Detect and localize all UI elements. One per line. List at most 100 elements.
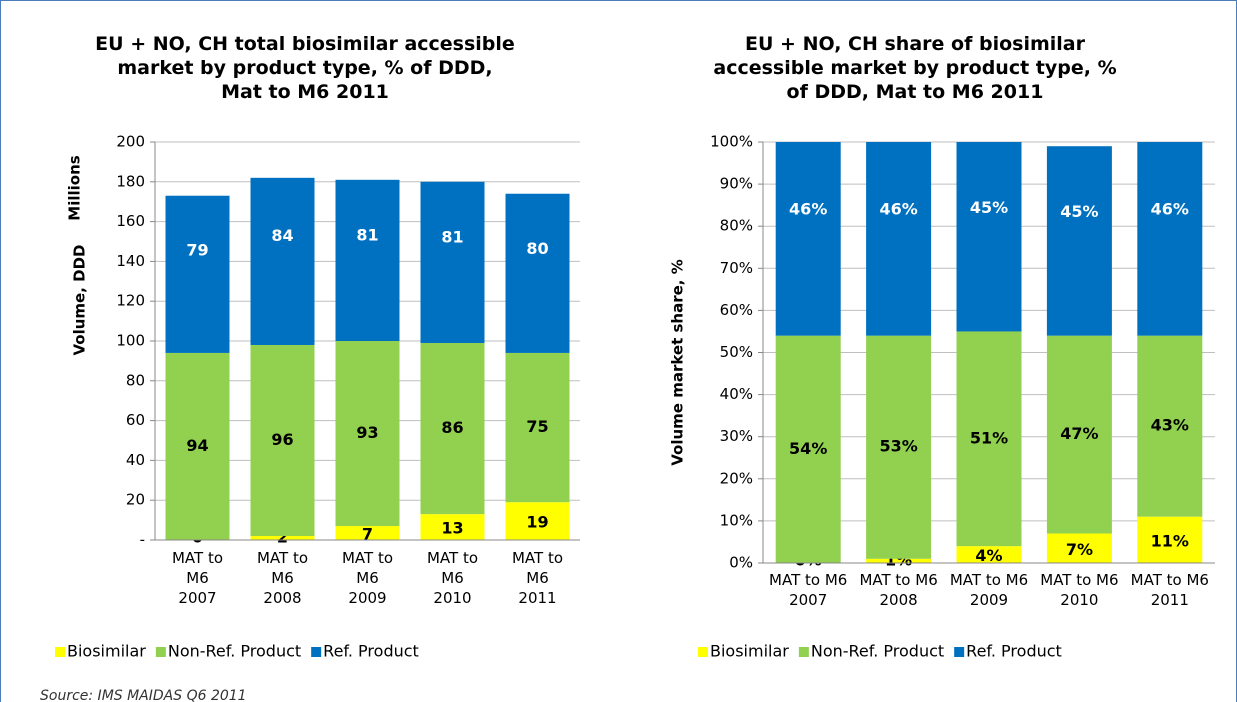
bar-segment [165,352,230,540]
y-tick-label: 50% [720,343,753,361]
y-tick-label: 200 [116,133,145,151]
y-tick-label: 140 [116,252,145,270]
bar-segment [1137,335,1203,517]
data-label: 11% [1151,531,1189,550]
legend-label: Ref. Product [323,642,419,661]
bar-segment [165,195,230,353]
x-tick-label: MAT to M6 2007 [171,549,224,607]
x-tick-label: MAT to M6 2007 [769,571,848,609]
data-label: 93 [356,423,378,442]
bar-segment [775,335,841,563]
data-label: 81 [356,226,378,245]
bar-segment [505,352,570,503]
x-tick-label: MAT to M6 2008 [859,571,938,609]
legend-swatch [311,647,322,657]
y-tick-label: 100 [116,332,145,350]
x-tick-label: MAT to M6 2011 [1130,571,1209,609]
data-label: 13 [441,519,463,538]
bar-segment [250,177,315,345]
y-tick-label: 20 [126,491,145,509]
data-label: 84 [271,226,293,245]
legend-label: Non-Ref. Product [168,642,301,661]
bar-segment [335,179,400,341]
x-tick-label: MAT to M6 2008 [256,549,309,607]
y-tick-label: 0% [729,554,753,572]
y-axis-unit: Millions [66,155,84,220]
legend-swatch [698,647,708,657]
x-tick-label: MAT to M6 2011 [511,549,564,607]
bar-segment [250,344,315,537]
source: Source: IMS MAIDAS Q6 2011 [40,688,247,702]
x-tick-label: MAT to M6 2009 [949,571,1029,609]
x-tick-label: MAT to M6 2010 [426,549,479,607]
data-label: 4% [975,546,1002,565]
chart-title: EU + NO, CH total biosimilar accessible … [95,33,515,103]
data-label: 53% [879,437,917,456]
y-tick-label: 60 [126,411,145,429]
data-label: 79 [186,240,208,259]
bar-segment [1137,516,1203,563]
y-axis-label: Volume, DDD [71,245,89,356]
y-tick-label: 40% [720,385,753,403]
x-tick-label: MAT to M6 2009 [341,549,394,607]
data-label: 46% [879,199,917,218]
y-tick-label: 60% [720,301,753,319]
data-label: 96 [271,430,293,449]
bar-segment [1046,146,1112,336]
bar-segment [866,142,932,336]
legend-label: Non-Ref. Product [811,642,944,661]
chart-title: EU + NO, CH share of biosimilar accessib… [713,33,1117,103]
legend-label: Biosimilar [67,642,146,661]
y-tick-label: 30% [720,427,753,445]
bar-segment [1046,335,1112,534]
y-tick-label: 120 [116,292,145,310]
bar-segment [956,546,1022,563]
data-label: 45% [1060,202,1098,221]
data-label: 54% [789,439,827,458]
bar-segment [505,193,570,353]
legend-swatch [155,647,166,657]
bar-segment [956,142,1022,332]
y-tick-label: 100% [710,133,753,151]
bar-segment [420,342,485,515]
data-label: 75 [526,417,548,436]
bar-segment [956,331,1022,547]
y-tick-label: 160 [116,212,145,230]
bar-segment [335,526,400,540]
bar-segment [335,341,400,527]
y-tick-label: 80 [126,371,145,389]
data-label: 51% [970,428,1008,447]
bar-segment [420,514,485,540]
legend-swatch [55,647,65,657]
bar-segment [1137,142,1203,336]
data-label: 80 [526,239,548,258]
bar-segment [866,335,932,559]
y-tick-label: 90% [720,175,753,193]
legend-label: Biosimilar [710,642,789,661]
bar-segment [775,142,841,336]
bar-segment [505,502,570,540]
y-tick-label: 20% [720,469,753,487]
data-label: 19 [526,513,548,532]
y-axis-label: Volume market share, % [669,259,687,465]
bar-segment [1046,533,1112,563]
bar-segment [866,558,932,563]
data-label: 43% [1151,416,1189,435]
data-label: 86 [441,418,463,437]
legend-swatch [954,647,965,657]
data-label: 2 [277,528,288,547]
y-tick-label: 40 [126,451,145,469]
data-label: 47% [1060,424,1098,443]
data-label: 7% [1066,540,1093,559]
y-tick-label: 10% [720,511,753,529]
bar-segment [250,536,315,540]
data-label: 46% [1151,199,1189,218]
data-label: 45% [970,198,1008,217]
bar-segment [420,181,485,343]
y-tick-label: 180 [116,172,145,190]
legend-label: Ref. Product [966,642,1062,661]
y-tick-label: - [140,531,145,549]
data-label: 7 [362,525,373,544]
y-tick-label: 70% [720,259,753,277]
